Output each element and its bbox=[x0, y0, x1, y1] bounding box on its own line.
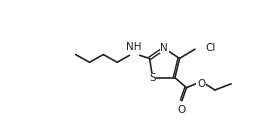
Text: N: N bbox=[160, 43, 168, 53]
Text: O: O bbox=[197, 79, 205, 89]
Text: O: O bbox=[178, 105, 186, 115]
Text: Cl: Cl bbox=[206, 43, 216, 53]
Text: NH: NH bbox=[126, 42, 142, 52]
Text: S: S bbox=[149, 73, 156, 83]
